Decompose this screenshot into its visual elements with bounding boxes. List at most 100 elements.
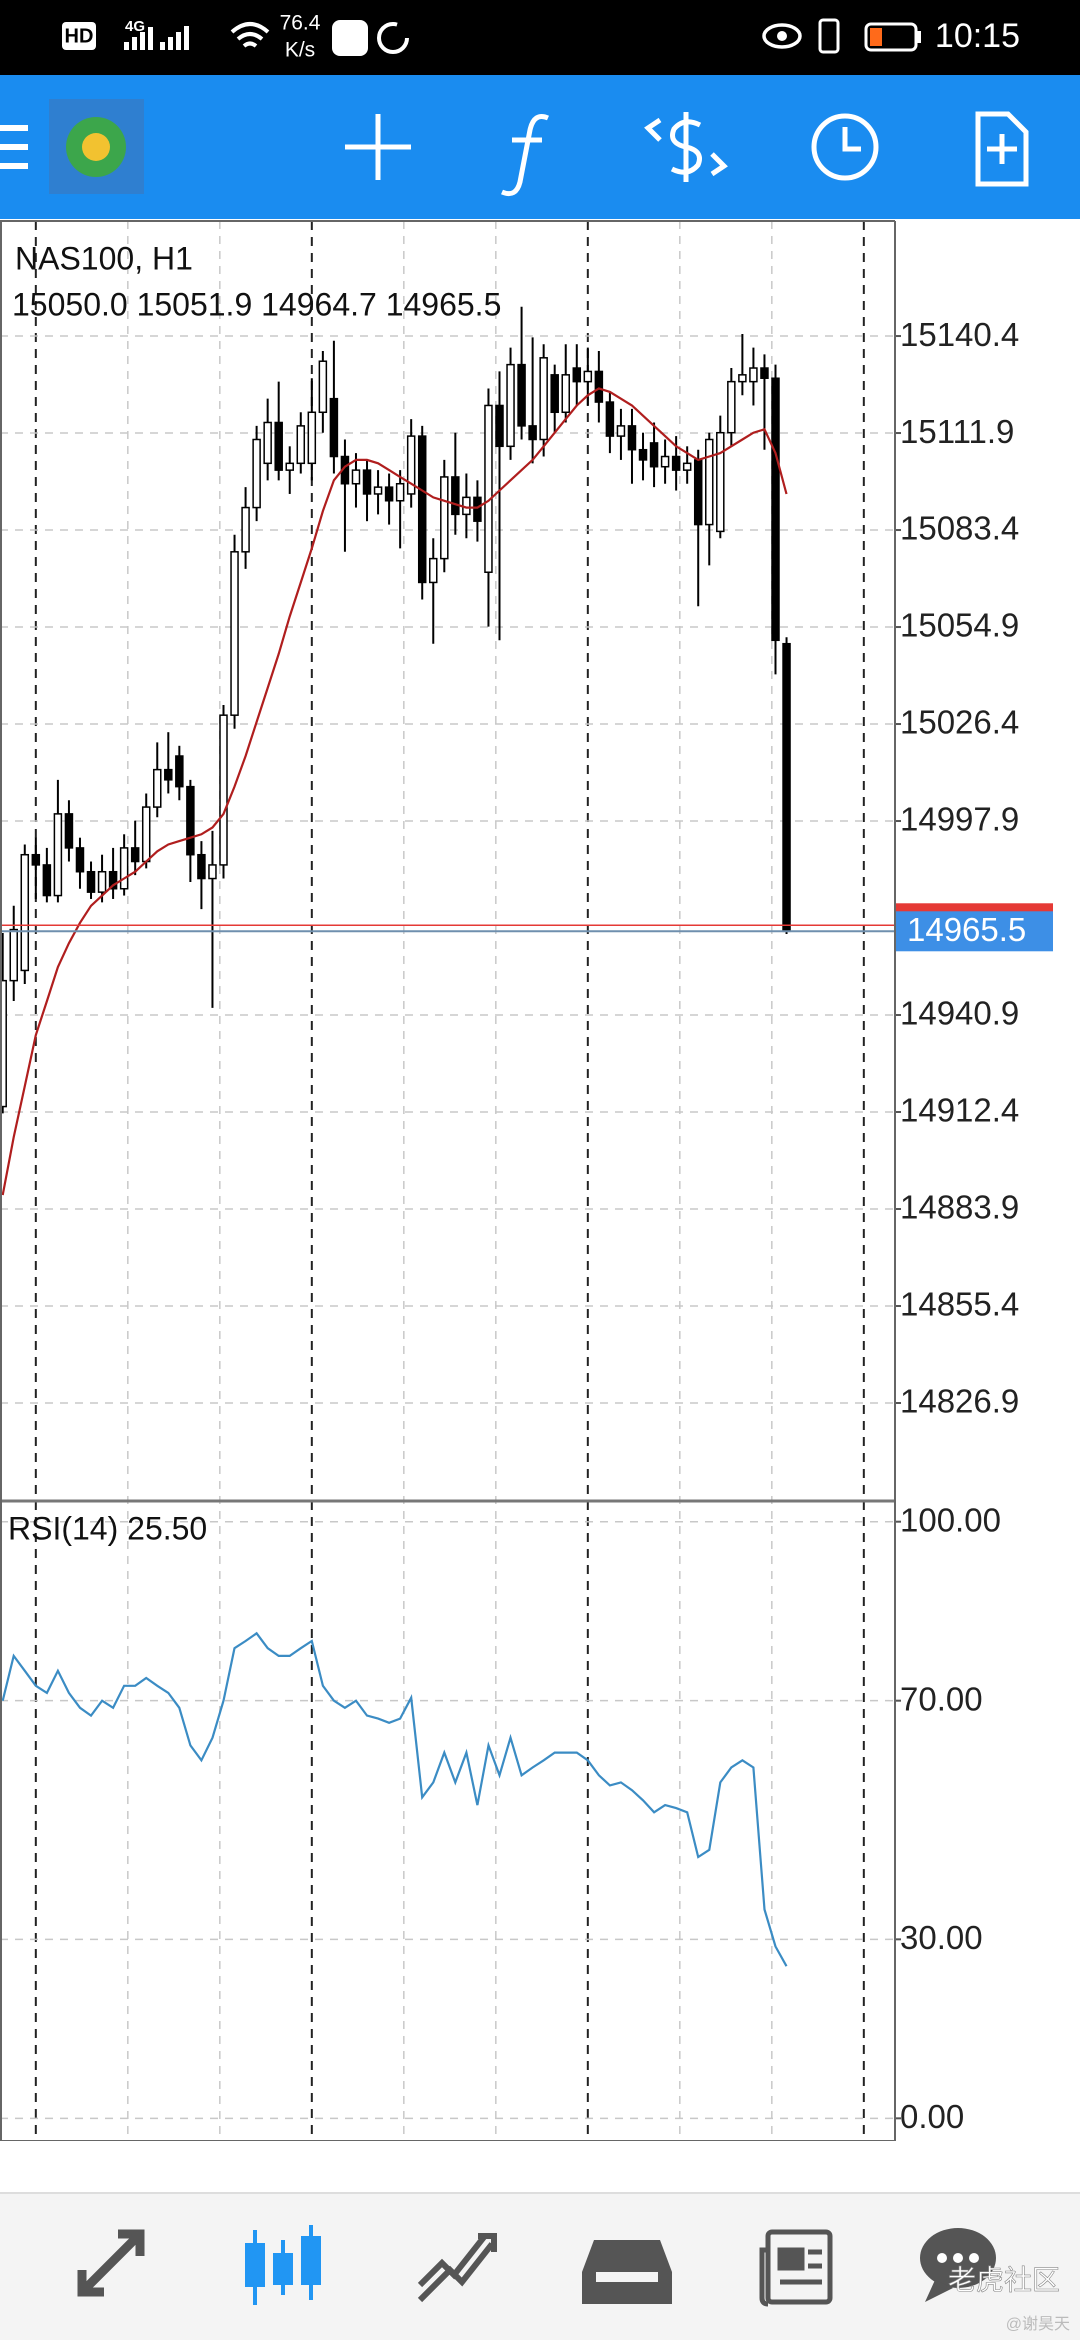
y-tick-label: 30.00 [900,1919,983,1956]
candle-body [97,870,107,893]
history-button[interactable] [811,113,879,181]
network-label: HD [65,25,94,47]
vibrate-icon [818,18,840,54]
history-hands [842,127,861,152]
y-tick-label: 14997.9 [900,801,1019,838]
new-order-plus [987,134,1017,164]
trade-tab[interactable] [417,2233,497,2303]
candle-body [782,642,791,933]
rsi-line [1,1631,788,1967]
candle-body [329,397,339,458]
candle-body [627,425,637,451]
y-tick-label: 15083.4 [900,510,1019,547]
chat-tab[interactable] [920,2228,996,2302]
bottom-nav [0,2193,1080,2340]
candle-body [0,979,7,1108]
candle-body [64,813,74,849]
candle-body [373,486,383,495]
speed: 76.4 [280,12,321,35]
candle-body [561,374,570,414]
clock: 10:15 [935,17,1020,55]
candle-body [208,864,217,880]
candle-body [20,853,30,972]
candle-body [230,551,239,716]
candle-body [771,377,780,642]
candle-body [738,374,747,383]
candle-body [506,363,515,448]
candle-body [473,496,482,522]
candle-body [285,462,294,471]
watermark-author: @谢昊天 [1006,2315,1070,2333]
y-tick-label: 15111.9 [900,413,1014,450]
pane-background [0,1502,895,2141]
quotes-tab[interactable] [77,2229,145,2297]
candle-body [362,469,372,495]
speed-unit: K/s [285,39,315,62]
candle-body [671,455,681,471]
news-tab[interactable] [759,2229,833,2307]
candle-body [241,506,250,553]
candle-body [153,768,162,808]
y-tick-label: 14826.9 [900,1383,1019,1420]
candle-body [164,768,173,781]
y-tick-label: 14940.9 [900,995,1019,1032]
y-tick-label: 70.00 [900,1680,983,1717]
candle-body [307,411,317,465]
candle-body [749,367,758,383]
battery-icon [864,22,918,52]
candle-body [517,363,526,427]
candle-body [495,404,504,448]
new-order-button[interactable] [975,111,1029,187]
candle-body [9,928,18,982]
candle-body [660,455,670,468]
candle-body [175,755,184,788]
y-tick-label: 15026.4 [900,704,1019,741]
menu-button[interactable] [0,125,28,169]
candle-body [406,435,416,495]
pane-title: RSI(14) 25.50 [8,1510,207,1546]
candle-body [252,438,261,509]
y-tick-label: 14883.9 [900,1189,1019,1226]
chart-tab[interactable] [245,2225,321,2305]
eye-icon [762,23,802,49]
candle-body [705,438,714,526]
toolbar [0,75,1080,219]
chart-area[interactable]: 22 Jul 21:0523 Jul 22:0526 Jul 23:051514… [0,220,1053,2183]
candle-body [296,425,306,465]
moving-average-line [1,387,788,1196]
candle-body [616,425,626,437]
indicators-button[interactable] [501,114,549,197]
candle-body [42,864,52,897]
candle-body [53,813,63,897]
battery-level [870,28,882,46]
candle-body [263,421,272,465]
hd-badge [62,22,96,50]
y-tick-label: 14855.4 [900,1286,1019,1323]
candle-body [760,367,769,379]
current-price-tag [895,911,1053,952]
y-tick-label: 14912.4 [900,1092,1019,1129]
candle-body [197,853,206,880]
candle-body [550,374,559,414]
candle-body [605,401,615,437]
candle-body [31,853,41,866]
candle-body [119,847,129,890]
sync-icon [377,22,409,54]
history-tab[interactable] [582,2240,672,2304]
y-tick-label: 0.00 [900,2098,964,2135]
candle-body [395,482,405,502]
candle-body [86,870,96,893]
candle-body [528,425,537,441]
candle-body [716,431,725,533]
crosshair-button[interactable] [345,114,411,180]
app-logo-center [82,133,110,161]
candle-body [693,459,703,526]
candle-body [484,404,493,573]
candle-body [318,360,328,414]
candle-body [108,870,118,890]
candle-body [219,714,228,866]
candle-body [572,367,582,383]
trade-button[interactable] [644,112,728,182]
